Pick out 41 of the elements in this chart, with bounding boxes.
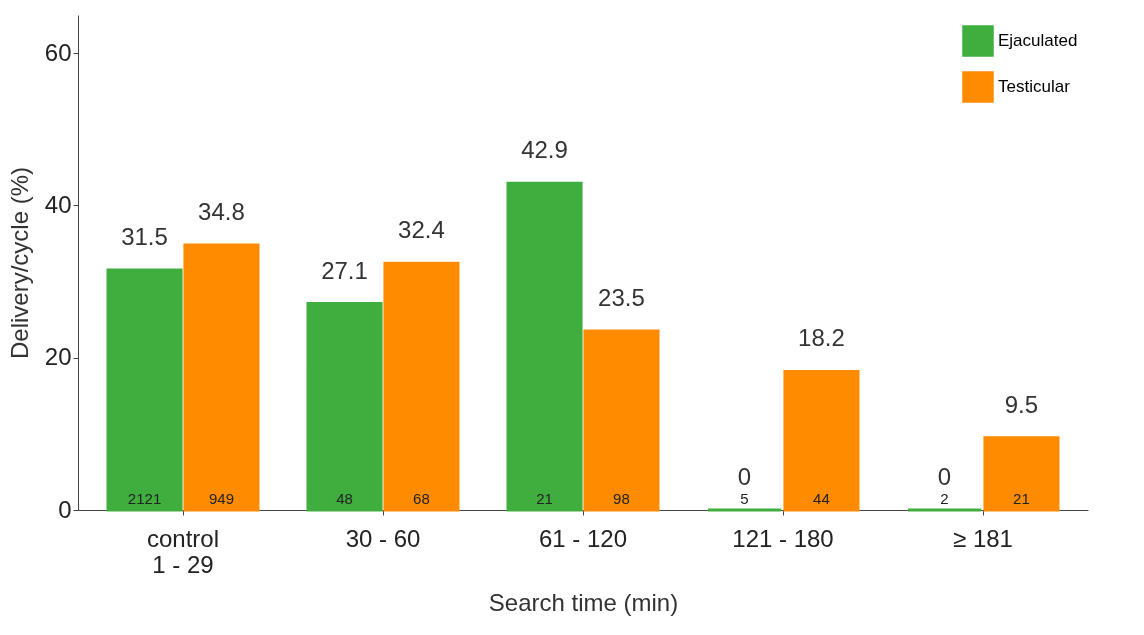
data-label: 0 [737,463,752,490]
annotation: 48 [336,490,353,507]
legend-label: Ejaculated [998,31,1078,50]
bar [583,329,660,512]
data-label: 23.5 [598,284,645,312]
data-label: 0 [937,463,952,490]
y-tick-label: 60 [44,38,72,66]
data-label: 34.8 [198,197,245,225]
data-label: 42.9 [521,136,568,164]
x-axis-title: Search time (min) [488,588,679,616]
bar [983,436,1060,512]
annotation: 949 [208,490,234,507]
annotation: 2 [940,490,949,507]
y-tick-label: 20 [44,343,72,371]
data-label: 31.5 [121,223,168,251]
bar [383,261,460,512]
y-tick-label: 40 [44,190,72,218]
x-tick-label: 61 - 120 [538,524,628,552]
x-tick-label: control 1 - 29 [146,524,220,578]
legend-label: Testicular [998,77,1071,96]
bar [183,243,260,512]
y-tick-label: 0 [58,495,72,523]
bar [783,369,860,512]
annotation: 5 [740,490,749,507]
x-tick-label: 30 - 60 [345,524,421,552]
y-axis-title: Delivery/cycle (%) [5,166,33,360]
annotation: 21 [536,490,553,507]
annotation: 68 [413,490,430,507]
x-tick-label: ≥ 181 [953,524,1013,552]
bar [306,302,383,512]
annotation: 21 [1013,490,1030,507]
x-tick-label: 121 - 180 [732,524,834,552]
annotation: 44 [813,490,830,507]
data-label: 27.1 [321,256,368,284]
bar [506,181,583,512]
data-label: 18.2 [798,324,845,352]
annotation: 2121 [127,490,162,507]
data-label: 32.4 [398,216,445,244]
data-label: 9.5 [1004,390,1039,418]
annotation: 98 [613,490,630,507]
bar [106,268,183,512]
